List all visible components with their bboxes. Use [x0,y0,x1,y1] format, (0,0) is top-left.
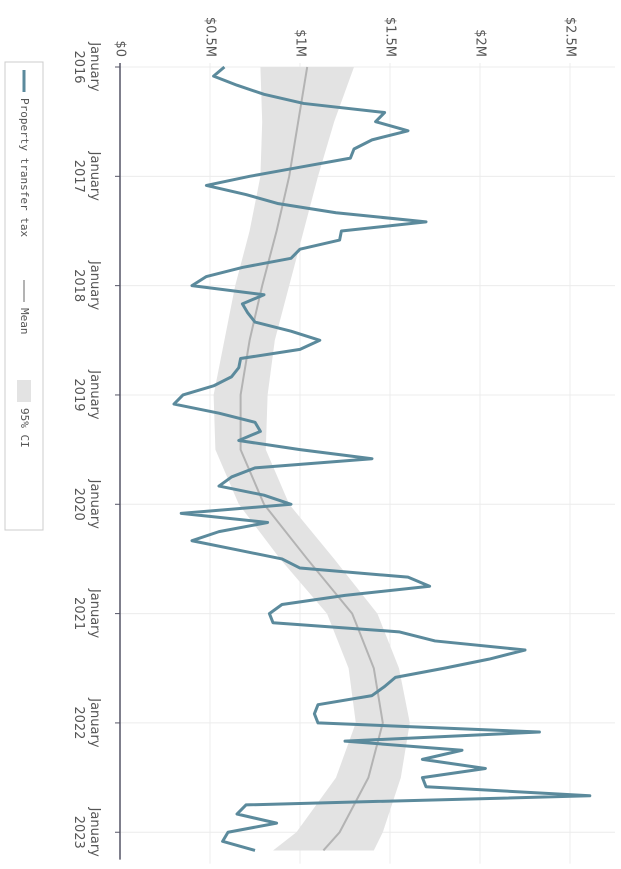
y-tick-label: $2M [473,29,488,57]
legend: Property transfer tax Mean 95% CI [4,61,44,531]
legend-swatch [17,380,31,402]
legend-label: Property transfer tax [18,98,31,237]
legend-label: Mean [18,308,31,335]
x-tick-label: January 2020 [71,479,102,529]
y-tick-label: $1.5M [383,17,398,57]
x-tick-label: January 2018 [71,260,102,311]
x-tick-label: January 2019 [71,370,102,420]
y-tick-label: $2.5M [563,17,578,57]
y-tick-label: $0.5M [203,17,218,57]
x-tick-label: January 2017 [71,151,102,201]
y-tick-label: $1M [293,29,308,57]
x-tick-label: January 2016 [71,42,102,92]
series-line [172,65,592,852]
legend-label: 95% CI [18,408,31,448]
y-tick-label: $0 [113,40,128,57]
x-tick-label: January 2022 [71,698,102,748]
x-tick-label: January 2021 [71,588,102,639]
x-tick-label: January 2023 [71,807,102,857]
